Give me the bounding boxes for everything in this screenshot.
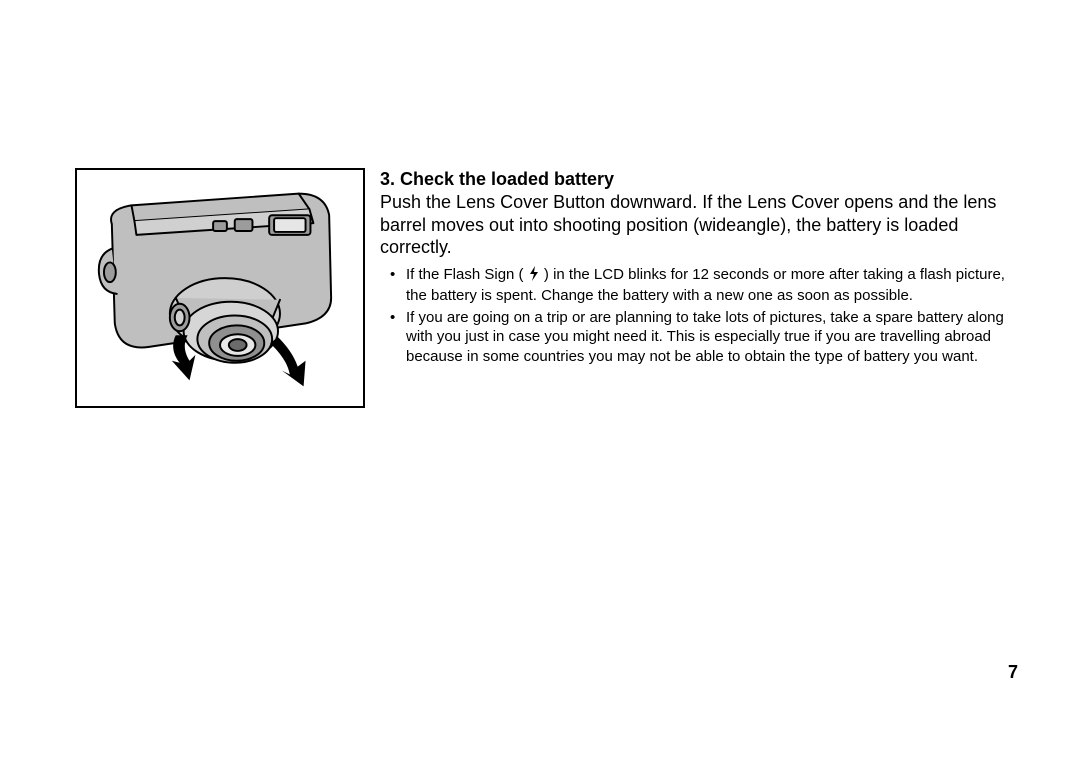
note-text-pre: If the Flash Sign (: [406, 266, 524, 283]
notes-list: If the Flash Sign ( ) in the LCD blinks …: [380, 265, 1025, 367]
flash-icon: [528, 266, 540, 287]
step-heading: 3. Check the loaded battery: [380, 168, 1025, 191]
step-body-paragraph: Push the Lens Cover Button downward. If …: [380, 191, 1025, 259]
page-number: 7: [1008, 662, 1018, 683]
instruction-text-column: 3. Check the loaded battery Push the Len…: [380, 168, 1025, 368]
note-item-flash-sign: If the Flash Sign ( ) in the LCD blinks …: [380, 265, 1025, 306]
note-item-spare-battery: If you are going on a trip or are planni…: [380, 308, 1025, 367]
camera-illustration-frame: [75, 168, 365, 408]
camera-illustration: [77, 170, 363, 406]
manual-page: 3. Check the loaded battery Push the Len…: [0, 0, 1080, 763]
